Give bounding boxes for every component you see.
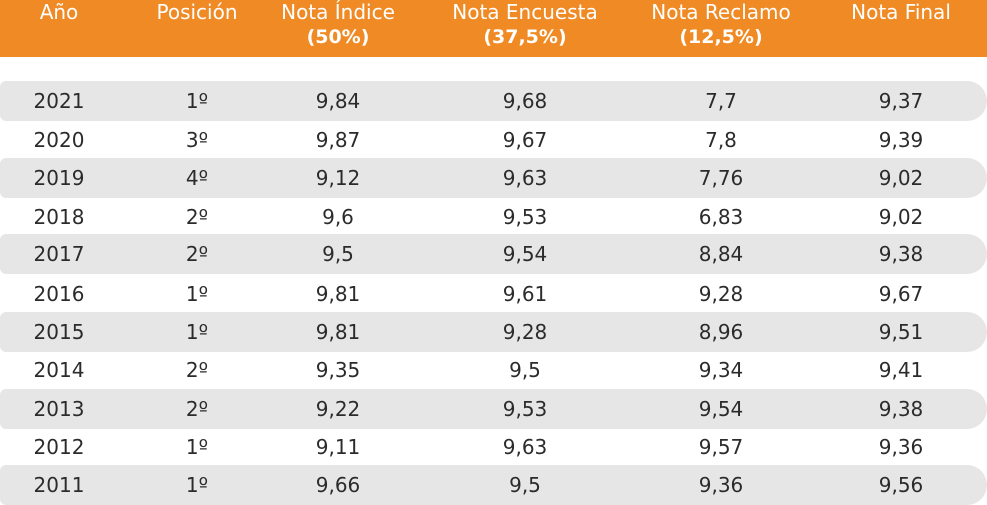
cell-posicion: 1º — [185, 435, 209, 459]
cell-anio: 2013 — [33, 397, 85, 421]
cell-nota-encuesta: 9,28 — [502, 320, 548, 344]
cell-nota-indice: 9,22 — [315, 397, 361, 421]
cell-nota-final: 9,41 — [878, 358, 924, 382]
header-nota-reclamo-weight: (12,5%) — [679, 26, 763, 48]
cell-nota-encuesta: 9,53 — [502, 397, 548, 421]
cell-anio: 2019 — [33, 166, 85, 190]
cell-nota-reclamo: 7,7 — [705, 89, 737, 113]
cell-nota-final: 9,38 — [878, 397, 924, 421]
table-row: 2015 1º 9,81 9,28 8,96 9,51 — [0, 312, 987, 352]
table-row: 2014 2º 9,35 9,5 9,34 9,41 — [0, 350, 987, 390]
cell-anio: 2020 — [33, 128, 85, 152]
cell-nota-final: 9,36 — [878, 435, 924, 459]
cell-nota-reclamo: 7,76 — [698, 166, 744, 190]
header-nota-encuesta-label: Nota Encuesta — [452, 0, 598, 24]
cell-nota-encuesta: 9,67 — [502, 128, 548, 152]
cell-posicion: 2º — [185, 397, 209, 421]
cell-nota-final: 9,38 — [878, 242, 924, 266]
cell-nota-reclamo: 8,84 — [698, 242, 744, 266]
cell-nota-encuesta: 9,61 — [502, 282, 548, 306]
cell-nota-final: 9,37 — [878, 89, 924, 113]
cell-nota-indice: 9,84 — [315, 89, 361, 113]
header-posicion-label: Posición — [156, 0, 238, 24]
cell-nota-final: 9,67 — [878, 282, 924, 306]
cell-posicion: 2º — [185, 242, 209, 266]
cell-nota-indice: 9,11 — [315, 435, 361, 459]
cell-anio: 2014 — [33, 358, 85, 382]
table-row: 2016 1º 9,81 9,61 9,28 9,67 — [0, 274, 987, 314]
cell-nota-final: 9,51 — [878, 320, 924, 344]
table-row: 2017 2º 9,5 9,54 8,84 9,38 — [0, 234, 987, 274]
header-nota-encuesta-weight: (37,5%) — [483, 26, 567, 48]
header-nota-indice-label: Nota Índice — [281, 0, 395, 24]
cell-nota-indice: 9,35 — [315, 358, 361, 382]
header-posicion: Posición — [145, 0, 249, 57]
cell-nota-final: 9,02 — [878, 205, 924, 229]
header-nota-encuesta: Nota Encuesta (37,5%) — [440, 0, 610, 57]
cell-nota-encuesta: 9,68 — [502, 89, 548, 113]
cell-posicion: 2º — [185, 205, 209, 229]
cell-nota-indice: 9,87 — [315, 128, 361, 152]
cell-anio: 2012 — [33, 435, 85, 459]
cell-anio: 2021 — [33, 89, 85, 113]
cell-anio: 2016 — [33, 282, 85, 306]
header-anio-label: Año — [39, 0, 79, 24]
cell-nota-indice: 9,81 — [315, 282, 361, 306]
cell-posicion: 1º — [185, 320, 209, 344]
cell-posicion: 2º — [185, 358, 209, 382]
table-row: 2011 1º 9,66 9,5 9,36 9,56 — [0, 465, 987, 505]
header-nota-reclamo-label: Nota Reclamo — [651, 0, 791, 24]
header-nota-final-label: Nota Final — [851, 0, 951, 24]
cell-nota-final: 9,39 — [878, 128, 924, 152]
cell-nota-reclamo: 9,28 — [698, 282, 744, 306]
cell-nota-encuesta: 9,63 — [502, 435, 548, 459]
cell-posicion: 3º — [185, 128, 209, 152]
table-row: 2018 2º 9,6 9,53 6,83 9,02 — [0, 197, 987, 237]
cell-anio: 2015 — [33, 320, 85, 344]
cell-nota-reclamo: 9,57 — [698, 435, 744, 459]
cell-nota-reclamo: 7,8 — [705, 128, 737, 152]
cell-nota-encuesta: 9,54 — [502, 242, 548, 266]
table-row: 2013 2º 9,22 9,53 9,54 9,38 — [0, 389, 987, 429]
cell-anio: 2011 — [33, 473, 85, 497]
cell-posicion: 1º — [185, 89, 209, 113]
cell-nota-indice: 9,81 — [315, 320, 361, 344]
table-row: 2019 4º 9,12 9,63 7,76 9,02 — [0, 158, 987, 198]
cell-nota-indice: 9,12 — [315, 166, 361, 190]
header-nota-final: Nota Final — [830, 0, 972, 57]
cell-posicion: 1º — [185, 282, 209, 306]
header-nota-indice: Nota Índice (50%) — [270, 0, 406, 57]
cell-posicion: 1º — [185, 473, 209, 497]
cell-nota-indice: 9,6 — [322, 205, 354, 229]
cell-nota-reclamo: 9,34 — [698, 358, 744, 382]
cell-nota-encuesta: 9,5 — [509, 473, 541, 497]
cell-anio: 2018 — [33, 205, 85, 229]
table-header: Año Posición Nota Índice (50%) Nota Encu… — [0, 0, 987, 57]
table-row: 2021 1º 9,84 9,68 7,7 9,37 — [0, 81, 987, 121]
table-row: 2020 3º 9,87 9,67 7,8 9,39 — [0, 120, 987, 160]
header-anio: Año — [6, 0, 112, 57]
cell-nota-reclamo: 9,54 — [698, 397, 744, 421]
cell-nota-reclamo: 9,36 — [698, 473, 744, 497]
cell-posicion: 4º — [185, 166, 209, 190]
cell-nota-encuesta: 9,63 — [502, 166, 548, 190]
header-nota-reclamo: Nota Reclamo (12,5%) — [640, 0, 802, 57]
cell-nota-final: 9,02 — [878, 166, 924, 190]
cell-nota-indice: 9,66 — [315, 473, 361, 497]
cell-nota-indice: 9,5 — [322, 242, 354, 266]
table-row: 2012 1º 9,11 9,63 9,57 9,36 — [0, 427, 987, 467]
header-nota-indice-weight: (50%) — [306, 26, 370, 48]
cell-nota-reclamo: 6,83 — [698, 205, 744, 229]
cell-nota-reclamo: 8,96 — [698, 320, 744, 344]
cell-nota-encuesta: 9,5 — [509, 358, 541, 382]
cell-nota-encuesta: 9,53 — [502, 205, 548, 229]
cell-anio: 2017 — [33, 242, 85, 266]
cell-nota-final: 9,56 — [878, 473, 924, 497]
